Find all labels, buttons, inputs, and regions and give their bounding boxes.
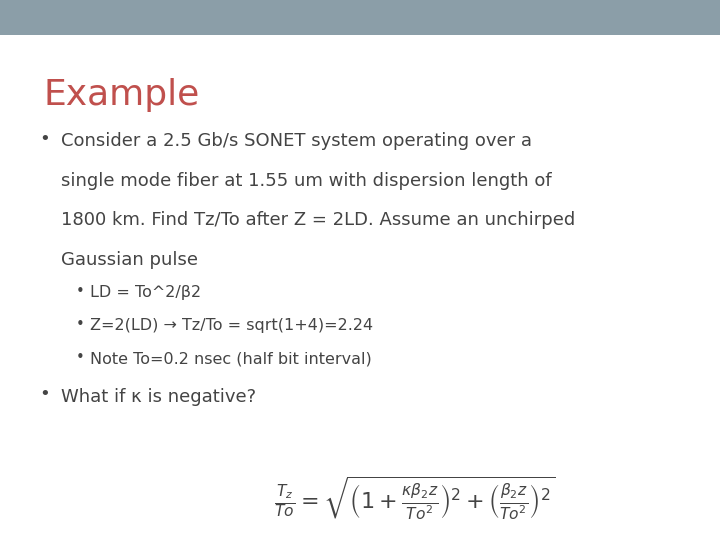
Text: •: • xyxy=(40,385,50,403)
Text: Z=2(LD) → Tz/To = sqrt(1+4)=2.24: Z=2(LD) → Tz/To = sqrt(1+4)=2.24 xyxy=(90,318,373,333)
Text: Note To=0.2 nsec (half bit interval): Note To=0.2 nsec (half bit interval) xyxy=(90,352,372,367)
Text: •: • xyxy=(76,317,84,332)
Text: •: • xyxy=(40,130,50,147)
Text: LD = To^2/β2: LD = To^2/β2 xyxy=(90,285,201,300)
Bar xyxy=(0,0,720,35)
Text: •: • xyxy=(76,284,84,299)
Text: What if κ is negative?: What if κ is negative? xyxy=(61,388,256,406)
Text: $\frac{T_z}{To} = \sqrt{\left(1 + \frac{\kappa\beta_2 z}{To^2}\right)^2 + \left(: $\frac{T_z}{To} = \sqrt{\left(1 + \frac{… xyxy=(274,474,555,522)
Text: single mode fiber at 1.55 um with dispersion length of: single mode fiber at 1.55 um with disper… xyxy=(61,172,552,190)
Text: Consider a 2.5 Gb/s SONET system operating over a: Consider a 2.5 Gb/s SONET system operati… xyxy=(61,132,532,150)
Text: Example: Example xyxy=(43,78,199,112)
Text: Gaussian pulse: Gaussian pulse xyxy=(61,251,198,268)
Text: 1800 km. Find Tz/To after Z = 2LD. Assume an unchirped: 1800 km. Find Tz/To after Z = 2LD. Assum… xyxy=(61,211,575,229)
Text: •: • xyxy=(76,350,84,366)
